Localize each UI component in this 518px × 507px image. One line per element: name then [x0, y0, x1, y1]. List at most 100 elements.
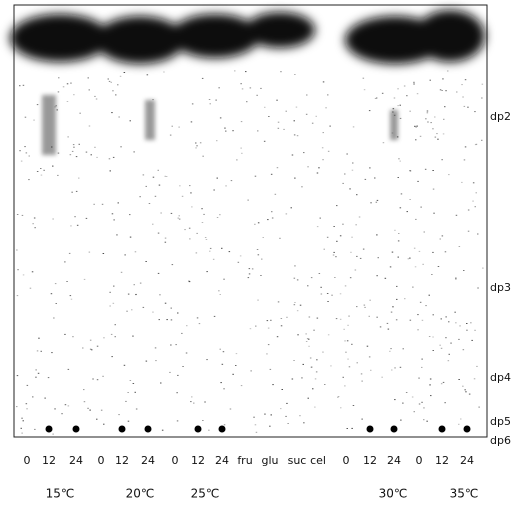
speck: [461, 84, 463, 86]
band-label: dp3: [490, 281, 511, 294]
speck: [247, 277, 250, 279]
speck: [301, 377, 303, 379]
speck: [370, 202, 372, 204]
speck: [102, 375, 104, 377]
speck: [111, 112, 113, 114]
speck: [397, 256, 399, 258]
speck: [382, 142, 385, 144]
speck: [277, 127, 280, 129]
speck: [248, 273, 251, 275]
speck: [279, 237, 281, 239]
speck: [305, 333, 307, 335]
speck: [131, 309, 133, 311]
speck: [397, 177, 399, 178]
speck: [94, 95, 96, 97]
speck: [40, 350, 42, 352]
speck: [241, 152, 243, 154]
speck: [53, 317, 55, 319]
speck: [25, 403, 28, 405]
speck: [35, 376, 37, 378]
speck: [115, 94, 117, 96]
speck: [415, 139, 417, 141]
speck: [444, 251, 447, 253]
speck: [157, 232, 160, 234]
speck: [416, 93, 419, 95]
speck: [369, 299, 371, 301]
speck: [277, 301, 280, 303]
speck: [344, 285, 347, 287]
speck: [95, 98, 98, 100]
speck: [322, 81, 325, 83]
speck: [201, 222, 204, 223]
speck: [239, 255, 242, 257]
speck: [142, 306, 145, 308]
speck: [164, 302, 167, 304]
speck: [344, 173, 346, 175]
speck: [24, 116, 27, 118]
dot: [463, 425, 471, 433]
speck: [264, 106, 266, 108]
speck: [102, 253, 105, 254]
speck: [305, 113, 308, 115]
speck: [54, 283, 57, 285]
speck: [36, 171, 39, 172]
speck: [230, 180, 233, 182]
speck: [52, 433, 54, 435]
speck: [16, 249, 18, 251]
speck: [127, 392, 129, 393]
speck: [331, 294, 333, 296]
lane-label: 24: [387, 454, 401, 467]
speck: [280, 318, 283, 319]
speck: [432, 350, 434, 351]
speck: [417, 314, 419, 316]
speck: [481, 97, 483, 99]
speck: [294, 74, 296, 75]
speck: [19, 85, 21, 87]
speck: [431, 274, 433, 275]
lane-label: 0: [98, 454, 105, 467]
speck: [114, 336, 116, 338]
speck: [129, 214, 131, 216]
speck: [40, 168, 42, 169]
speck: [420, 206, 422, 208]
speck: [71, 150, 74, 152]
speck: [351, 343, 353, 345]
speck: [54, 106, 56, 108]
speck: [21, 214, 24, 216]
speck: [307, 397, 309, 399]
speck: [224, 127, 226, 129]
lane-label: 12: [42, 454, 56, 467]
speck: [246, 101, 248, 103]
speck: [475, 192, 477, 194]
speck: [90, 154, 92, 156]
speck: [139, 282, 142, 284]
speck: [82, 347, 84, 349]
speck: [202, 420, 204, 421]
speck: [413, 411, 415, 413]
speck: [117, 202, 119, 204]
lane-label: 12: [363, 454, 377, 467]
speck: [152, 176, 155, 178]
speck: [417, 329, 419, 331]
speck: [314, 406, 316, 408]
speck: [113, 219, 115, 221]
speck: [465, 391, 467, 393]
speck: [87, 77, 89, 79]
speck: [268, 116, 270, 117]
speck: [276, 336, 279, 338]
speck: [428, 336, 431, 337]
speck: [413, 81, 415, 83]
speck: [88, 89, 90, 91]
speck: [336, 240, 338, 242]
dot: [118, 425, 126, 433]
speck: [381, 376, 383, 378]
speck: [163, 71, 165, 73]
speck: [22, 420, 24, 422]
speck: [109, 170, 111, 172]
speck: [415, 218, 417, 220]
speck: [376, 199, 379, 201]
speck: [64, 404, 67, 406]
speck: [281, 389, 283, 390]
speck: [294, 265, 296, 267]
speck: [342, 223, 344, 225]
